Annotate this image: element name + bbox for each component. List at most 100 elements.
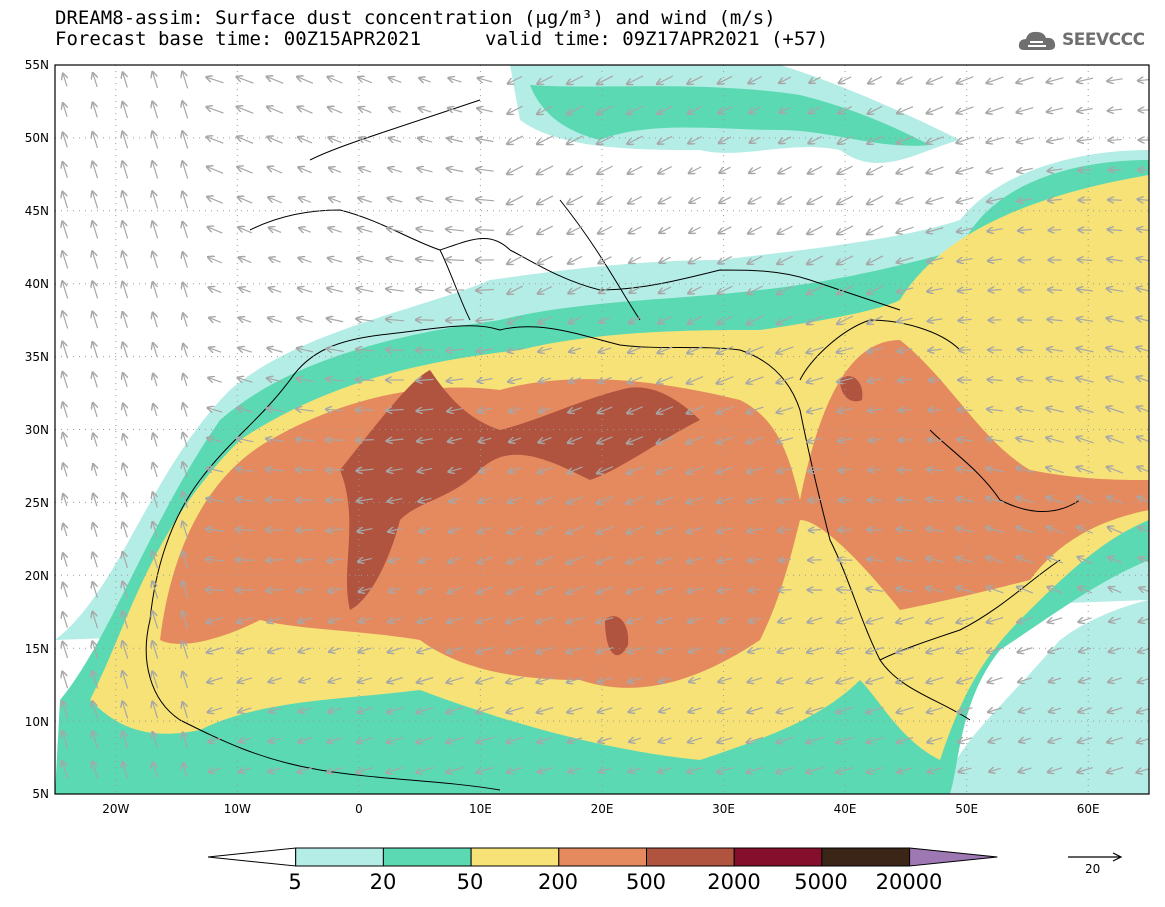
wind-arrow — [358, 678, 373, 682]
wind-arrow — [123, 343, 128, 358]
wind-arrow — [688, 588, 703, 591]
wind-arrow — [958, 319, 972, 320]
wind-arrow — [152, 672, 159, 689]
wind-arrow — [153, 493, 158, 508]
colorbar-segment — [470, 847, 560, 867]
wind-arrow — [539, 408, 552, 412]
wind-arrow — [209, 768, 222, 772]
wind-arrow — [600, 316, 611, 322]
wind-arrow — [183, 222, 189, 239]
wind-arrow — [237, 77, 254, 84]
wind-arrow — [750, 136, 761, 142]
wind-arrow — [387, 706, 404, 713]
wind-arrow — [1108, 140, 1122, 141]
wind-arrow — [837, 195, 854, 204]
wind-arrow — [629, 708, 642, 712]
wind-arrow — [988, 708, 1003, 712]
wind-arrow — [239, 768, 252, 772]
lat-label: 20N — [25, 569, 49, 583]
wind-arrow — [536, 616, 554, 622]
wind-arrow — [1047, 349, 1064, 351]
wind-arrow — [567, 646, 584, 652]
wind-arrow — [1109, 648, 1122, 652]
wind-arrow — [123, 373, 127, 388]
wind-arrow — [988, 259, 1003, 261]
wind-arrow — [153, 282, 158, 298]
wind-arrow — [869, 470, 882, 471]
wind-arrow — [1108, 557, 1122, 564]
wind-arrow — [153, 374, 157, 387]
wind-arrow — [508, 315, 523, 323]
wind-arrow — [568, 738, 583, 742]
wind-arrow — [327, 318, 344, 322]
wind-arrow — [837, 347, 854, 353]
wind-arrow — [957, 136, 974, 143]
colorbar-label: 50 — [456, 870, 484, 894]
wind-arrow — [296, 439, 315, 441]
wind-arrow — [567, 556, 584, 564]
wind-arrow — [269, 678, 282, 682]
colorbar-segment — [295, 847, 384, 867]
wind-arrow — [959, 350, 972, 351]
wind-arrow — [776, 766, 794, 772]
wind-arrow — [897, 226, 914, 233]
wind-arrow — [153, 343, 157, 357]
wind-arrow — [1048, 290, 1063, 291]
wind-arrow — [839, 500, 852, 501]
wind-arrow — [182, 131, 189, 149]
wind-arrow — [628, 346, 643, 352]
wind-arrow — [207, 646, 224, 653]
wind-arrow — [477, 616, 494, 622]
wind-arrow — [449, 468, 462, 471]
wind-arrow — [387, 677, 403, 683]
wind-arrow — [568, 436, 583, 443]
wind-arrow — [779, 559, 792, 560]
wind-arrow — [1078, 557, 1093, 564]
wind-arrow — [1136, 347, 1149, 352]
wind-arrow — [839, 469, 852, 470]
wind-arrow — [236, 469, 254, 472]
wind-arrow — [63, 103, 67, 118]
wind-arrow — [267, 589, 284, 590]
wind-arrow — [838, 408, 853, 411]
wind-arrow — [808, 469, 823, 471]
wind-arrow — [418, 618, 433, 622]
wind-arrow — [298, 107, 313, 114]
wind-arrow — [387, 469, 403, 471]
wind-arrow — [749, 196, 762, 204]
wind-arrow — [297, 348, 314, 352]
wind-arrow — [807, 408, 824, 412]
wind-arrow — [92, 192, 99, 209]
wind-arrow — [417, 409, 434, 411]
wind-arrow — [507, 556, 523, 563]
wind-arrow — [206, 529, 224, 531]
colorbar-label: 2000 — [707, 870, 761, 894]
wind-arrow — [209, 318, 222, 323]
wind-arrow — [987, 409, 1003, 411]
wind-arrow — [630, 286, 641, 293]
colorbar-segment — [646, 847, 735, 867]
wind-arrow — [93, 403, 97, 418]
wind-arrow — [182, 192, 189, 209]
wind-arrow — [183, 403, 187, 417]
wind-arrow — [747, 498, 763, 502]
wind-arrow — [237, 137, 254, 144]
dust-band-500-2000-south — [605, 616, 629, 656]
wind-arrow — [328, 258, 343, 262]
wind-arrow — [507, 225, 524, 234]
wind-arrow — [987, 198, 1004, 201]
wind-arrow — [63, 553, 67, 567]
wind-arrow — [628, 648, 643, 653]
wind-arrow — [598, 406, 613, 413]
wind-arrow — [267, 77, 284, 84]
wind-arrow — [182, 581, 189, 599]
wind-arrow — [688, 105, 703, 113]
wind-arrow — [416, 379, 434, 380]
wind-arrow — [93, 73, 97, 88]
wind-arrow — [627, 105, 644, 114]
wind-arrow — [386, 289, 404, 291]
wind-arrow — [987, 616, 1004, 622]
wind-arrow — [989, 768, 1001, 772]
wind-arrow — [359, 168, 372, 172]
